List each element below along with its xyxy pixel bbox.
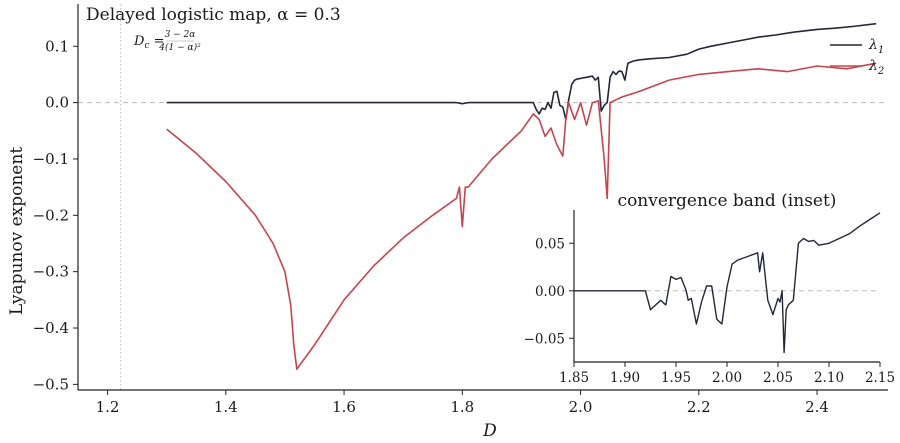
main-y-tick-label: −0.2 bbox=[33, 206, 69, 224]
main-x-tick-label: 1.8 bbox=[450, 398, 474, 416]
inset-title: convergence band (inset) bbox=[618, 191, 837, 211]
main-y-tick-label: −0.5 bbox=[33, 375, 69, 393]
main-x-tick-label: 2.2 bbox=[687, 398, 711, 416]
x-axis-label: D bbox=[482, 421, 497, 441]
y-axis-label: Lyapunov exponent bbox=[7, 147, 27, 315]
main-x-tick-label: 2.0 bbox=[569, 398, 593, 416]
inset-x-tick-label: 2.10 bbox=[814, 370, 844, 386]
main-x-tick-label: 1.6 bbox=[332, 398, 356, 416]
main-series-line-1 bbox=[166, 22, 877, 121]
main-x-tick-label: 1.4 bbox=[214, 398, 238, 416]
main-y-tick-label: 0.1 bbox=[45, 37, 69, 55]
y-ticks: 0.1 0.0 −0.1 −0.2 −0.3 −0.4 −0.5 bbox=[33, 37, 78, 393]
inset-series-lines bbox=[574, 212, 881, 354]
dc-annotation: Dc = 3 − 2α 4(1 − α)² bbox=[133, 30, 201, 53]
inset-x-tick-label: 1.85 bbox=[559, 370, 589, 386]
legend-label-lambda1: λ1 bbox=[868, 37, 884, 56]
inset-x-ticks: 1.85 1.90 1.95 2.00 2.05 2.10 2.15 bbox=[559, 362, 895, 386]
main-y-tick-label: 0.0 bbox=[45, 94, 69, 112]
inset-y-ticks: 0.05 0.00 −0.05 bbox=[524, 236, 574, 347]
main-x-tick-label: 2.4 bbox=[805, 398, 829, 416]
x-ticks: 1.2 1.4 1.6 1.8 2.0 2.2 2.4 bbox=[96, 390, 829, 416]
main-y-tick-label: −0.4 bbox=[33, 319, 69, 337]
inset-x-tick-label: 2.05 bbox=[763, 370, 793, 386]
inset-series-line-1 bbox=[574, 212, 881, 354]
inset-y-tick-label: −0.05 bbox=[524, 331, 565, 347]
inset-y-tick-label: 0.00 bbox=[535, 284, 565, 300]
dc-annotation-numerator: 3 − 2α bbox=[165, 30, 196, 40]
dc-annotation-lhs: Dc = bbox=[133, 34, 165, 51]
main-x-tick-label: 1.2 bbox=[96, 398, 120, 416]
main-y-tick-label: −0.3 bbox=[33, 263, 69, 281]
main-series-line-2 bbox=[166, 62, 877, 371]
inset-x-tick-label: 2.00 bbox=[712, 370, 742, 386]
inset-y-tick-label: 0.05 bbox=[535, 236, 565, 252]
chart-title: Delayed logistic map, α = 0.3 bbox=[86, 5, 341, 25]
main-y-tick-label: −0.1 bbox=[33, 150, 69, 168]
legend-label-lambda2: λ2 bbox=[868, 58, 884, 77]
dc-annotation-denominator: 4(1 − α)² bbox=[158, 42, 201, 53]
main-series-lines bbox=[166, 22, 877, 371]
inset-x-tick-label: 1.90 bbox=[610, 370, 640, 386]
inset-x-tick-label: 1.95 bbox=[661, 370, 691, 386]
inset-axes: convergence band (inset) 1.85 1.90 1.95 2.0… bbox=[524, 191, 895, 386]
inset-x-tick-label: 2.15 bbox=[865, 370, 895, 386]
main-axes: Delayed logistic map, α = 0.3 Dc = 3 − 2… bbox=[7, 4, 888, 441]
legend: λ1 λ2 bbox=[830, 37, 884, 77]
